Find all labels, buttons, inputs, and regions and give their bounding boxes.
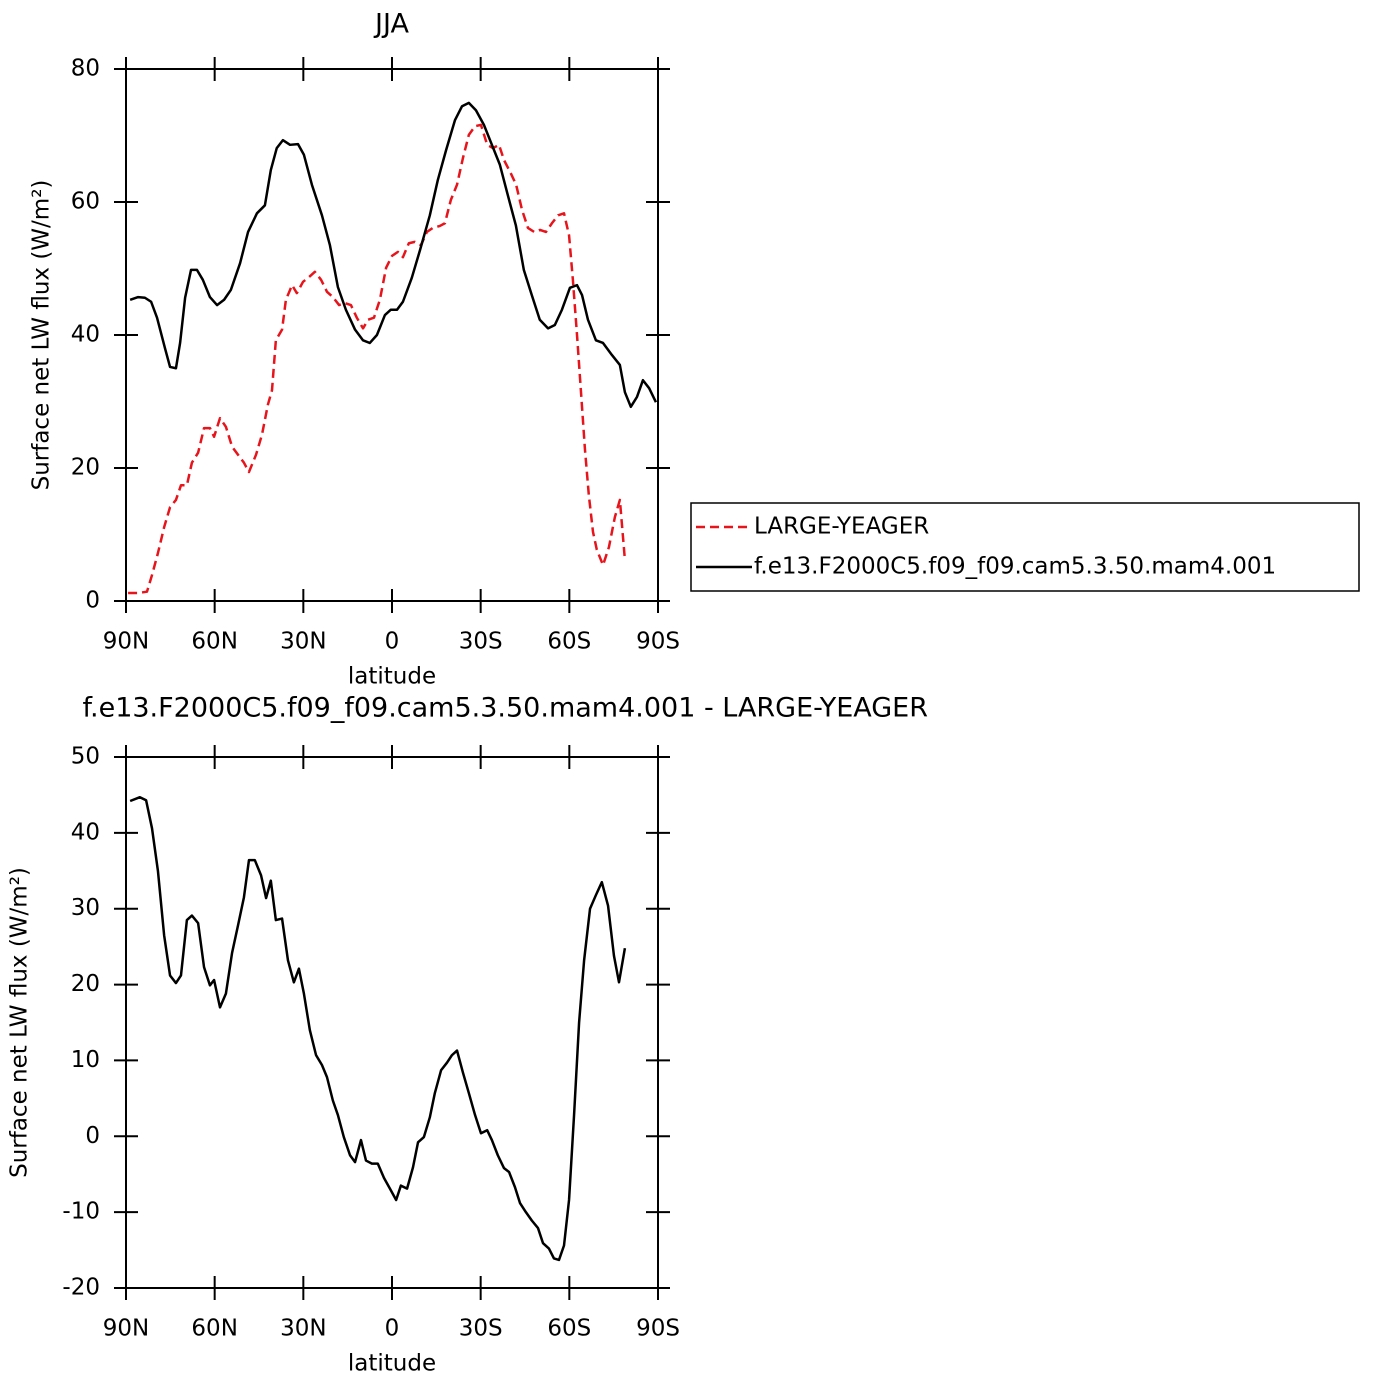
x-tick-label: 30S xyxy=(459,629,503,655)
x-tick-label: 60S xyxy=(547,629,591,655)
x-tick-label: 30N xyxy=(280,629,326,655)
y-tick-label: 10 xyxy=(71,1047,100,1073)
y-tick-label: 20 xyxy=(71,971,100,997)
x-tick-label: 0 xyxy=(385,629,400,655)
y-tick-label: 30 xyxy=(71,895,100,921)
y-tick-label: 50 xyxy=(71,744,100,770)
legend-box xyxy=(690,502,1360,592)
x-tick-label: 90N xyxy=(103,1316,149,1342)
x-tick-label: 30N xyxy=(280,1316,326,1342)
chart-title: f.e13.F2000C5.f09_f09.cam5.3.50.mam4.001… xyxy=(82,693,928,724)
y-axis-label: Surface net LW flux (W/m²) xyxy=(7,867,33,1178)
y-tick-label: 20 xyxy=(71,455,100,481)
data-line xyxy=(129,795,627,1262)
x-tick-label: 60N xyxy=(191,629,237,655)
data-line xyxy=(128,123,627,595)
x-tick-label: 90S xyxy=(636,629,680,655)
legend-label: f.e13.F2000C5.f09_f09.cam5.3.50.mam4.001 xyxy=(754,554,1276,580)
y-tick-label: 60 xyxy=(71,189,100,215)
y-tick-label: -10 xyxy=(62,1199,100,1225)
chart-title: JJA xyxy=(373,9,409,40)
legend-label: LARGE-YEAGER xyxy=(754,514,929,540)
x-tick-label: 60S xyxy=(547,1316,591,1342)
x-axis-label: latitude xyxy=(348,664,436,690)
x-tick-label: 0 xyxy=(385,1316,400,1342)
y-tick-label: 80 xyxy=(71,56,100,82)
y-tick-label: 40 xyxy=(71,322,100,348)
x-tick-label: 60N xyxy=(191,1316,237,1342)
y-tick-label: 40 xyxy=(71,819,100,845)
x-axis-label: latitude xyxy=(348,1351,436,1377)
data-line xyxy=(129,101,658,409)
y-tick-label: 0 xyxy=(85,588,100,614)
y-tick-label: -20 xyxy=(62,1275,100,1301)
x-tick-label: 90N xyxy=(103,629,149,655)
x-tick-label: 90S xyxy=(636,1316,680,1342)
y-axis-label: Surface net LW flux (W/m²) xyxy=(29,180,55,491)
x-tick-label: 30S xyxy=(459,1316,503,1342)
y-tick-label: 0 xyxy=(85,1123,100,1149)
